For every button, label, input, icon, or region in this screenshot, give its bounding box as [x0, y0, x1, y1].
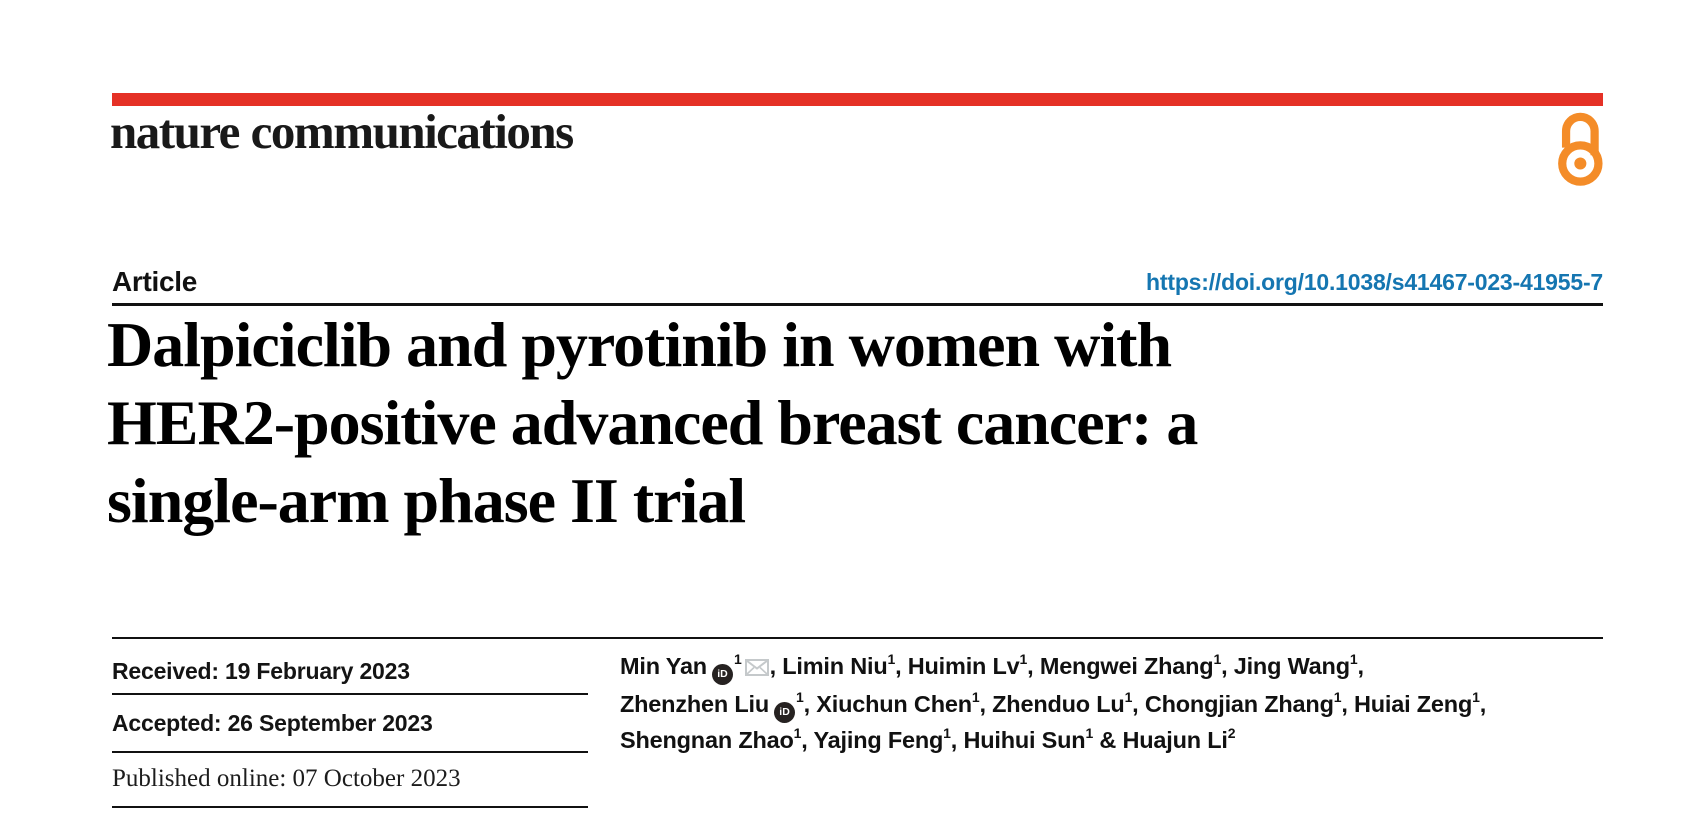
dates-divider-1 [112, 693, 588, 695]
received-date: Received: 19 February 2023 [112, 658, 410, 684]
doi-link[interactable]: https://doi.org/10.1038/s41467-023-41955… [1146, 269, 1603, 295]
author-name: Mengwei Zhang [1039, 653, 1214, 679]
affiliation-superscript: 1 [971, 688, 980, 705]
author-name: Huiai Zeng [1354, 690, 1473, 717]
accepted-date: Accepted: 26 September 2023 [112, 710, 433, 736]
journal-logo: nature communications [110, 104, 574, 159]
published-date: Published online: 07 October 2023 [112, 765, 461, 792]
affiliation-superscript: 1 [1085, 724, 1094, 741]
header-divider [112, 303, 1603, 306]
author-name: Xiuchun Chen [816, 690, 972, 717]
affiliation-superscript: 1 [733, 651, 742, 668]
affiliation-superscript: 1 [1333, 688, 1342, 705]
author-name: Huimin Lv [907, 653, 1020, 679]
email-icon[interactable] [744, 651, 769, 687]
paper-title-line3: single-arm phase II trial [107, 465, 746, 536]
author-name: Min Yan [620, 653, 707, 679]
author-name: Chongjian Zhang [1144, 690, 1334, 717]
author-name: Jing Wang [1233, 653, 1350, 679]
author-name: Limin Niu [782, 653, 888, 679]
affiliation-superscript: 1 [887, 651, 896, 668]
author-name: Huihui Sun [963, 726, 1086, 753]
affiliation-superscript: 1 [796, 688, 804, 705]
author-name: Yajing Feng [813, 726, 944, 753]
affiliation-superscript: 1 [793, 724, 802, 741]
affiliation-superscript: 1 [943, 724, 951, 741]
orcid-icon[interactable]: iD [711, 664, 733, 685]
article-header-row: Article https://doi.org/10.1038/s41467-0… [112, 264, 1603, 298]
author-line: Min Yan iD1, Limin Niu1, Huimin Lv1, Meng… [620, 649, 1610, 687]
author-line: Shengnan Zhao1, Yajing Feng1, Huihui Sun… [620, 724, 1236, 753]
open-access-icon [1549, 107, 1604, 186]
paper-title-line2: HER2-positive advanced breast cancer: a [107, 387, 1198, 458]
article-type-label: Article [112, 266, 198, 297]
affiliation-superscript: 1 [1472, 688, 1480, 705]
orcid-icon[interactable]: iD [774, 701, 796, 723]
author-name: Zhenzhen Liu [620, 690, 770, 717]
author-name: Huajun Li [1122, 726, 1228, 753]
metadata-top-divider [112, 637, 1603, 639]
paper-title-line1: Dalpiciclib and pyrotinib in women with [107, 309, 1172, 380]
brand-red-bar [112, 93, 1603, 106]
affiliation-superscript: 2 [1227, 724, 1236, 741]
author-line: Zhenzhen Liu iD1, Xiuchun Chen1, Zhenduo … [620, 687, 1610, 723]
dates-divider-2 [112, 751, 588, 753]
paper-title: Dalpiciclib and pyrotinib in women with … [107, 306, 1507, 540]
dates-divider-3 [112, 806, 588, 808]
affiliation-superscript: 1 [1124, 688, 1133, 705]
affiliation-superscript: 1 [1349, 651, 1358, 668]
author-name: Shengnan Zhao [620, 726, 794, 753]
author-name: Zhenduo Lu [992, 690, 1125, 717]
affiliation-superscript: 1 [1213, 651, 1222, 668]
affiliation-superscript: 1 [1019, 651, 1028, 668]
author-list: Min Yan iD1, Limin Niu1, Huimin Lv1, Meng… [620, 649, 1610, 758]
